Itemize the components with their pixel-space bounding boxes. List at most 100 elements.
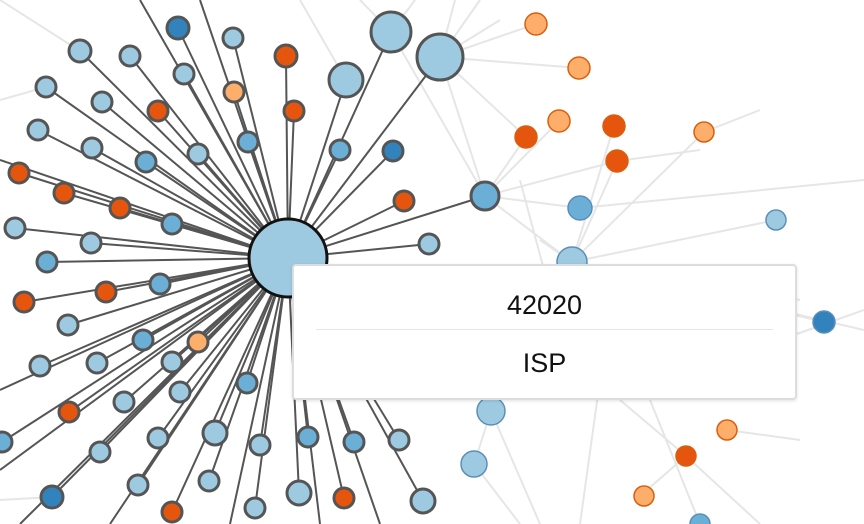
network-node[interactable]: [273, 43, 299, 69]
network-node[interactable]: [342, 430, 366, 454]
hub-link: [171, 257, 289, 513]
hub-link: [287, 56, 441, 259]
network-node[interactable]: [221, 26, 245, 50]
network-node[interactable]: [160, 212, 184, 236]
network-node[interactable]: [112, 390, 136, 414]
network-node[interactable]: [296, 425, 320, 449]
network-node[interactable]: [387, 428, 411, 452]
background-link: [726, 429, 801, 441]
network-node[interactable]: [285, 479, 313, 507]
network-node[interactable]: [524, 12, 548, 36]
network-node[interactable]: [248, 433, 272, 457]
network-node[interactable]: [108, 196, 132, 220]
network-node[interactable]: [146, 426, 170, 450]
network-node[interactable]: [57, 400, 81, 424]
network-node[interactable]: [34, 75, 58, 99]
background-link: [571, 131, 705, 263]
network-node[interactable]: [79, 231, 103, 255]
hub-link: [177, 27, 289, 259]
network-node[interactable]: [3, 216, 27, 240]
network-node[interactable]: [131, 328, 155, 352]
hub-links-layer: [0, 0, 486, 524]
network-node[interactable]: [88, 440, 112, 464]
network-node[interactable]: [28, 354, 52, 378]
network-node[interactable]: [39, 484, 65, 510]
network-node[interactable]: [12, 290, 36, 314]
network-node[interactable]: [172, 62, 196, 86]
network-node[interactable]: [160, 350, 184, 374]
network-node[interactable]: [282, 99, 306, 123]
network-node[interactable]: [716, 419, 738, 441]
network-node[interactable]: [693, 121, 715, 143]
network-node[interactable]: [605, 149, 629, 173]
network-node[interactable]: [118, 44, 142, 68]
network-node[interactable]: [26, 118, 50, 142]
network-node[interactable]: [602, 114, 626, 138]
network-node[interactable]: [134, 150, 158, 174]
network-node[interactable]: [415, 32, 465, 82]
network-node[interactable]: [417, 232, 441, 256]
tooltip-node-id: 42020: [506, 290, 583, 320]
network-node[interactable]: [80, 136, 104, 160]
background-link: [616, 149, 701, 162]
network-node[interactable]: [567, 195, 593, 221]
hub-link: [0, 159, 289, 259]
network-node[interactable]: [369, 10, 413, 54]
network-node[interactable]: [689, 513, 711, 524]
network-node[interactable]: [168, 380, 192, 404]
network-node[interactable]: [243, 496, 267, 520]
network-node[interactable]: [146, 99, 170, 123]
network-node[interactable]: [201, 419, 229, 447]
tooltip-node-type: ISP: [522, 348, 567, 378]
network-node[interactable]: [381, 139, 405, 163]
network-node[interactable]: [567, 56, 591, 80]
network-node[interactable]: [0, 430, 14, 454]
background-link: [579, 179, 864, 209]
network-node[interactable]: [52, 181, 76, 205]
network-node[interactable]: [165, 15, 191, 41]
network-node[interactable]: [186, 142, 210, 166]
network-node[interactable]: [67, 38, 93, 64]
network-node[interactable]: [7, 161, 31, 185]
network-node[interactable]: [186, 330, 210, 354]
network-node[interactable]: [409, 487, 437, 515]
network-node[interactable]: [327, 61, 365, 99]
network-node[interactable]: [460, 450, 488, 478]
hub-link: [14, 227, 289, 259]
network-node[interactable]: [35, 250, 59, 274]
network-node[interactable]: [514, 125, 538, 149]
network-node[interactable]: [197, 469, 221, 493]
network-node[interactable]: [235, 371, 259, 395]
network-node[interactable]: [812, 310, 836, 334]
network-node[interactable]: [332, 486, 356, 510]
hub-link: [68, 257, 289, 413]
network-node[interactable]: [547, 109, 571, 133]
network-node[interactable]: [85, 351, 109, 375]
network-node[interactable]: [160, 500, 184, 524]
network-node[interactable]: [90, 90, 114, 114]
network-node[interactable]: [476, 396, 506, 426]
network-node[interactable]: [126, 473, 150, 497]
network-node[interactable]: [328, 138, 352, 162]
network-node[interactable]: [469, 180, 501, 212]
network-node[interactable]: [765, 209, 787, 231]
network-node[interactable]: [56, 313, 80, 337]
network-node[interactable]: [236, 130, 260, 154]
background-link: [484, 120, 560, 197]
network-node[interactable]: [94, 280, 118, 304]
node-tooltip: 42020 ISP: [292, 264, 797, 400]
hub-link: [39, 257, 289, 367]
network-node[interactable]: [222, 80, 246, 104]
background-link: [685, 455, 761, 524]
network-node[interactable]: [392, 189, 416, 213]
hub-link: [79, 50, 289, 259]
background-link: [649, 399, 701, 524]
background-link: [571, 219, 777, 263]
background-link: [390, 31, 486, 197]
background-link: [490, 410, 541, 524]
network-node[interactable]: [148, 272, 172, 296]
network-node[interactable]: [633, 485, 655, 507]
hub-link: [45, 86, 289, 259]
network-node[interactable]: [675, 445, 697, 467]
